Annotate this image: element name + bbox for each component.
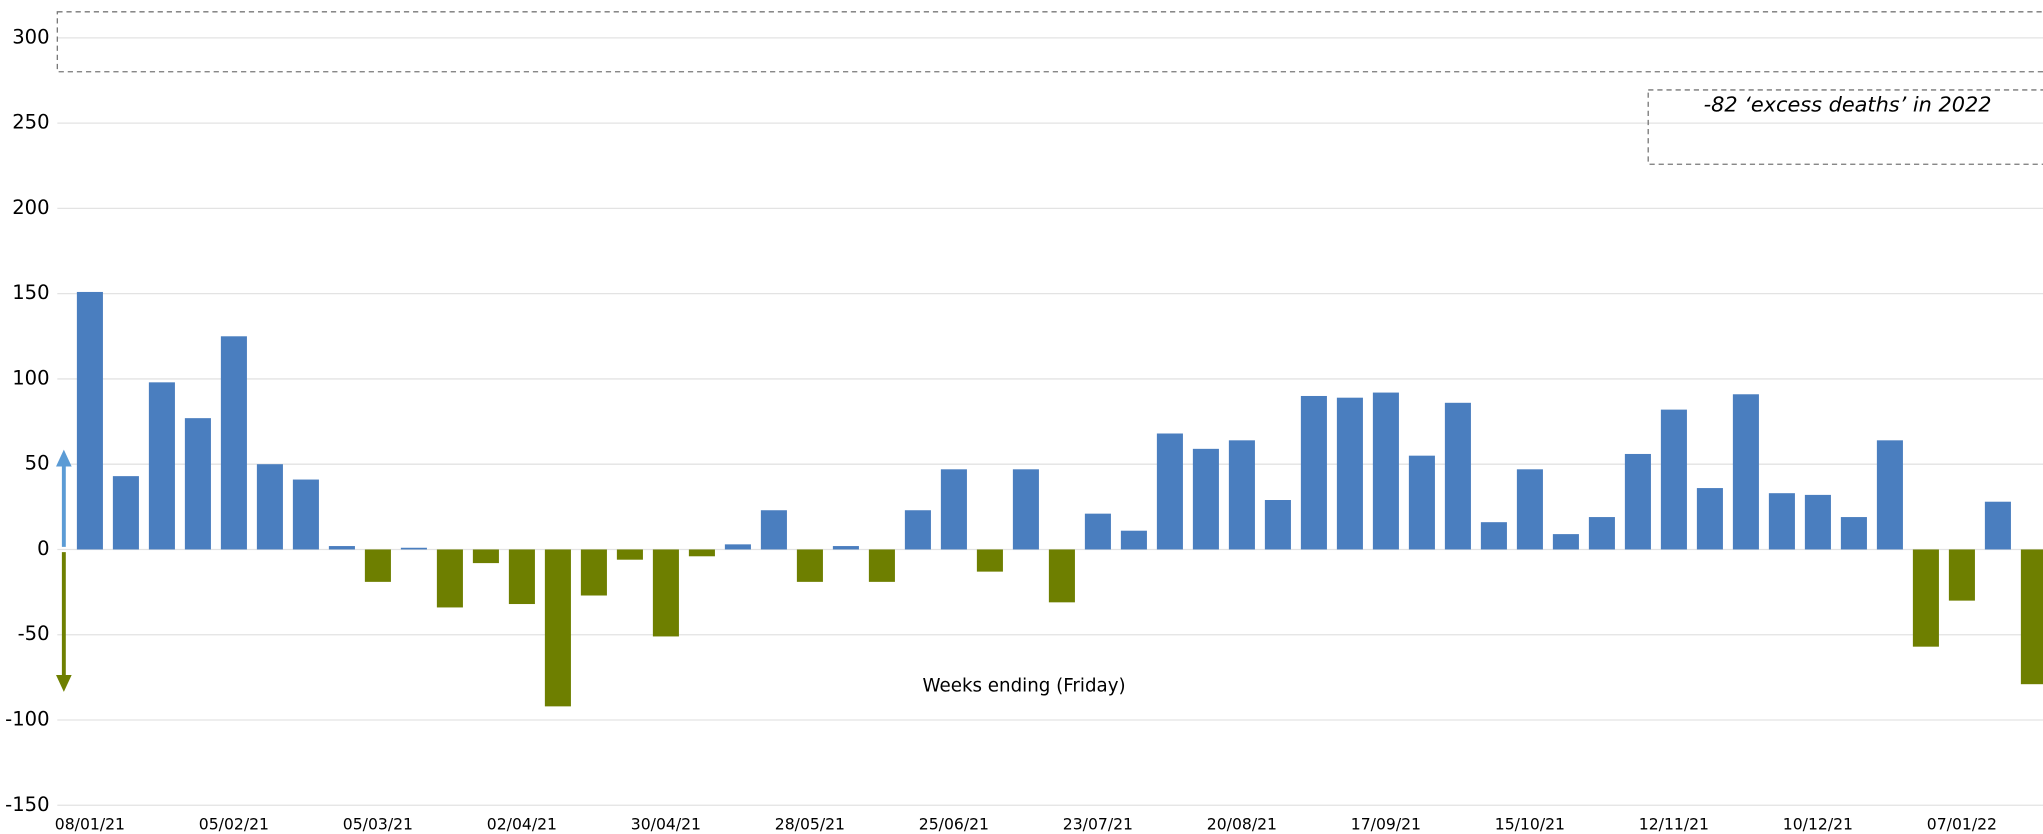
bar <box>1444 402 1471 550</box>
bar <box>256 464 283 550</box>
x-tick-label: 10/12/21 <box>1783 814 1853 833</box>
y-tick-label: -100 <box>5 708 49 731</box>
bar <box>1372 392 1399 550</box>
x-tick-label: 05/03/21 <box>343 814 413 833</box>
x-tick-label: 08/01/21 <box>55 814 125 833</box>
bar <box>1552 534 1579 550</box>
bar <box>1624 453 1651 550</box>
bar <box>436 549 463 608</box>
bar <box>1336 397 1363 550</box>
bar <box>1156 433 1183 550</box>
bar <box>724 544 751 550</box>
x-tick-label: 02/04/21 <box>487 814 557 833</box>
bar <box>1984 501 2011 550</box>
bar <box>292 479 319 550</box>
x-tick-label: 17/09/21 <box>1351 814 1421 833</box>
bar <box>1732 394 1759 550</box>
annotation: -82 ‘excess deaths’ in 2022 <box>1704 93 1992 117</box>
bar <box>1876 440 1903 550</box>
bar <box>508 549 535 605</box>
bar <box>2020 549 2043 685</box>
arrow-down-head <box>56 674 72 692</box>
bar <box>1084 513 1111 550</box>
bar <box>1588 517 1615 550</box>
bar <box>1408 455 1435 550</box>
x-tick-label: 23/07/21 <box>1063 814 1133 833</box>
x-tick-label: 30/04/21 <box>631 814 701 833</box>
bar <box>1192 448 1219 550</box>
bar <box>688 549 715 557</box>
y-tick-label: 300 <box>12 25 49 48</box>
bar <box>364 549 391 582</box>
bar <box>1120 530 1147 550</box>
bar <box>1264 500 1291 550</box>
bar <box>112 476 139 550</box>
bar <box>1948 549 1975 601</box>
bar <box>1804 494 1831 550</box>
bar <box>1696 488 1723 550</box>
bar <box>904 510 931 550</box>
bar <box>1840 517 1867 550</box>
x-tick-label: 12/11/21 <box>1639 814 1709 833</box>
y-tick-label: 100 <box>12 366 49 389</box>
x-tick-label: 15/10/21 <box>1495 814 1565 833</box>
x-axis-label: Weeks ending (Friday) <box>923 676 1126 697</box>
bar <box>1516 469 1543 550</box>
y-tick-label: 200 <box>12 196 49 219</box>
bar <box>1480 522 1507 550</box>
bar <box>1768 493 1795 550</box>
bar <box>760 510 787 550</box>
x-tick-label: 20/08/21 <box>1207 814 1277 833</box>
bar <box>400 547 427 550</box>
x-tick-label: 07/01/22 <box>1927 814 1997 833</box>
bar <box>652 549 679 637</box>
bar <box>832 546 859 550</box>
bar <box>976 549 1003 572</box>
frame-box <box>56 11 2043 73</box>
bar <box>184 418 211 550</box>
y-tick-label: 0 <box>37 537 49 560</box>
arrow-up-head <box>56 449 72 467</box>
bar <box>220 336 247 550</box>
x-tick-label: 25/06/21 <box>919 814 989 833</box>
plot-area <box>57 37 2043 806</box>
bar <box>1228 440 1255 550</box>
y-tick-label: -50 <box>18 622 50 645</box>
bar <box>1012 469 1039 550</box>
annotation-box <box>1647 89 2043 165</box>
y-tick-label: 250 <box>12 111 49 134</box>
bar <box>1660 409 1687 550</box>
bar <box>1912 549 1939 647</box>
y-tick-label: 50 <box>25 452 50 475</box>
bar <box>328 546 355 550</box>
bar <box>1048 549 1075 603</box>
bar <box>616 549 643 560</box>
y-tick-label: -150 <box>5 793 49 816</box>
bar <box>148 382 175 550</box>
x-tick-label: 05/02/21 <box>199 814 269 833</box>
bar <box>868 549 895 582</box>
bar <box>940 469 967 550</box>
bar <box>796 549 823 582</box>
bar <box>1300 395 1327 550</box>
bar <box>472 549 499 564</box>
bar <box>544 549 571 707</box>
bar <box>580 549 607 596</box>
bar <box>76 291 103 550</box>
y-tick-label: 150 <box>12 281 49 304</box>
x-tick-label: 28/05/21 <box>775 814 845 833</box>
